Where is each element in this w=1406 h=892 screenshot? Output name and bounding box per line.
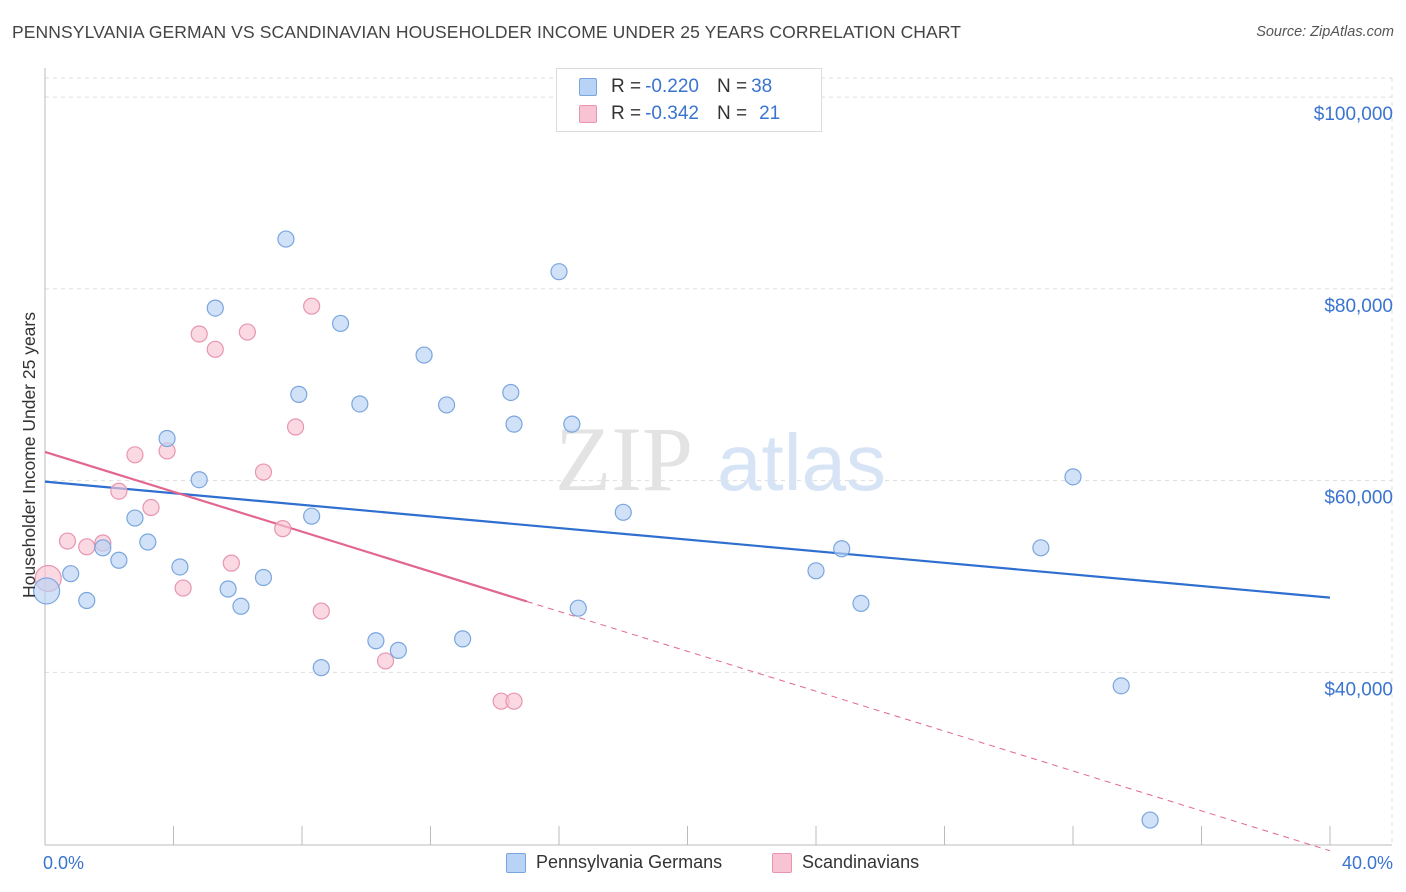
- point-pennsylvania-germans-18: [331, 314, 350, 333]
- trendline-pennsylvania-germans: [44, 480, 1331, 599]
- pink-swatch: [772, 852, 792, 873]
- point-pennsylvania-germans-19: [351, 395, 369, 413]
- point-pennsylvania-germans-27: [550, 263, 568, 281]
- stats-legend-row-blue: R = -0.220 N = 38: [579, 75, 772, 99]
- point-pennsylvania-germans-35: [1064, 468, 1082, 486]
- point-pennsylvania-germans-11: [219, 580, 237, 598]
- point-pennsylvania-germans-6: [139, 533, 157, 551]
- blue-swatch: [506, 852, 526, 873]
- y-tick-label: $100,000: [1314, 104, 1393, 125]
- blue-swatch: [579, 78, 597, 96]
- trendline-scandinavians-extension: [526, 600, 1331, 852]
- point-scandinavians-8: [174, 579, 192, 597]
- watermark-atlas: atlas: [717, 418, 886, 507]
- point-pennsylvania-germans-7: [158, 429, 176, 448]
- point-pennsylvania-germans-33: [852, 594, 870, 612]
- point-scandinavians-16: [303, 297, 321, 315]
- pink-swatch: [579, 105, 597, 123]
- point-scandinavians-18: [376, 652, 395, 670]
- point-scandinavians-9: [190, 325, 208, 343]
- stats-legend-row-pink: R = -0.342 N = 21: [579, 102, 780, 126]
- x-tick-label-max: 40.0%: [1342, 853, 1393, 873]
- point-pennsylvania-germans-26: [505, 415, 523, 433]
- point-pennsylvania-germans-28: [563, 415, 581, 433]
- point-scandinavians-17: [312, 602, 330, 620]
- r-value: -0.342: [645, 103, 699, 124]
- point-scandinavians-20: [505, 692, 523, 710]
- point-scandinavians-4: [110, 482, 128, 500]
- point-scandinavians-14: [274, 520, 292, 538]
- point-scandinavians-11: [222, 554, 240, 572]
- point-scandinavians-12: [238, 323, 256, 341]
- point-pennsylvania-germans-23: [437, 396, 456, 414]
- chart-title: PENNSYLVANIA GERMAN VS SCANDINAVIAN HOUS…: [12, 22, 962, 42]
- point-scandinavians-6: [142, 498, 160, 517]
- point-scandinavians-2: [78, 538, 96, 556]
- y-tick-label: $60,000: [1324, 488, 1393, 509]
- point-pennsylvania-germans-31: [807, 562, 825, 580]
- n-value: 21: [759, 103, 781, 124]
- point-pennsylvania-germans-5: [126, 509, 144, 527]
- source-label: Source: ZipAtlas.com: [1256, 24, 1394, 40]
- point-pennsylvania-germans-17: [312, 659, 330, 677]
- legend-item-pennsylvania-germans[interactable]: Pennsylvania Germans: [506, 852, 722, 873]
- point-pennsylvania-germans-10: [206, 299, 224, 317]
- point-pennsylvania-germans-4: [110, 551, 128, 569]
- point-pennsylvania-germans-13: [254, 568, 273, 587]
- point-pennsylvania-germans-1: [62, 565, 80, 583]
- point-pennsylvania-germans-16: [303, 507, 321, 525]
- watermark: ZIP atlas: [555, 408, 886, 510]
- n-label: N =: [716, 76, 748, 97]
- x-tick-label-min: 0.0%: [43, 853, 84, 873]
- point-scandinavians-1: [58, 532, 77, 550]
- legend-label: Pennsylvania Germans: [536, 852, 723, 872]
- r-label: R =: [611, 103, 642, 124]
- point-pennsylvania-germans-36: [1112, 677, 1130, 695]
- point-scandinavians-15: [286, 418, 305, 436]
- point-pennsylvania-germans-9: [190, 471, 208, 489]
- legend-label: Scandinavians: [802, 852, 920, 872]
- point-pennsylvania-germans-24: [454, 630, 472, 648]
- point-pennsylvania-germans-2: [78, 591, 96, 610]
- point-scandinavians-5: [126, 446, 144, 464]
- r-label: R =: [611, 76, 642, 97]
- y-tick-label: $80,000: [1324, 296, 1393, 317]
- n-label: N =: [716, 103, 748, 124]
- point-pennsylvania-germans-20: [367, 632, 385, 650]
- point-pennsylvania-germans-25: [502, 383, 520, 402]
- point-scandinavians-10: [206, 340, 224, 358]
- point-scandinavians-13: [254, 463, 273, 481]
- point-pennsylvania-germans-3: [94, 539, 112, 557]
- series-legend: Pennsylvania Germans Scandinavians: [0, 852, 1406, 878]
- stats-legend: R = -0.220 N = 38 R = -0.342 N = 21: [556, 68, 822, 132]
- point-pennsylvania-germans-12: [232, 597, 250, 615]
- point-pennsylvania-germans-15: [290, 385, 308, 403]
- point-pennsylvania-germans-29: [569, 599, 587, 617]
- point-pennsylvania-germans-37: [1141, 811, 1159, 829]
- axes: [44, 68, 1392, 846]
- point-pennsylvania-germans-0: [33, 577, 61, 605]
- point-pennsylvania-germans-32: [833, 540, 851, 558]
- point-pennsylvania-germans-14: [277, 230, 295, 248]
- point-pennsylvania-germans-30: [614, 503, 632, 521]
- n-value: 38: [751, 76, 773, 97]
- point-pennsylvania-germans-21: [389, 641, 407, 659]
- y-tick-label: $40,000: [1324, 679, 1393, 700]
- axis-labels: $40,000 $60,000 $80,000 $100,000 0.0% 40.0% Ho…: [19, 104, 1393, 873]
- point-pennsylvania-germans-22: [415, 346, 433, 364]
- trendlines: [44, 450, 1331, 852]
- data-points: [33, 230, 1159, 829]
- point-pennsylvania-germans-34: [1032, 539, 1050, 557]
- y-axis-title: Householder Income Under 25 years: [19, 312, 39, 598]
- point-pennsylvania-germans-8: [171, 558, 189, 576]
- r-value: -0.220: [645, 76, 699, 97]
- legend-item-scandinavians[interactable]: Scandinavians: [772, 852, 919, 873]
